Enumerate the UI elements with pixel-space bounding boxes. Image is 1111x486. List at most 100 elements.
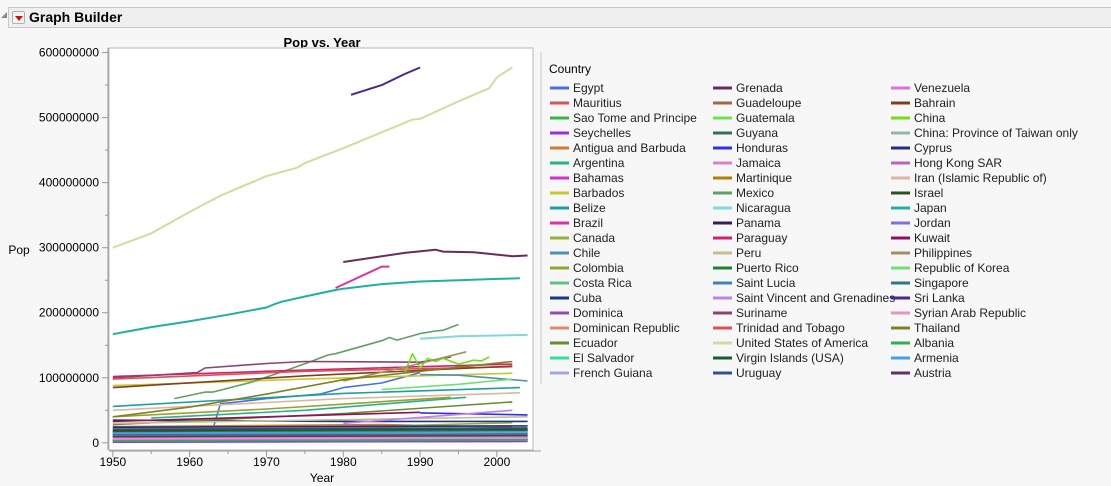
legend-item[interactable]: Honduras xyxy=(713,141,788,155)
series-line-kuwait[interactable] xyxy=(112,411,421,423)
series-line-ecuador[interactable] xyxy=(112,401,513,426)
legend-item[interactable]: Mexico xyxy=(713,186,774,200)
series-line-united-states-of-america[interactable] xyxy=(112,66,513,249)
legend-item[interactable]: Israel xyxy=(891,186,943,200)
legend-item[interactable]: Martinique xyxy=(713,171,792,185)
series-line-argentina[interactable] xyxy=(151,396,467,419)
series-line-albania[interactable] xyxy=(112,439,528,443)
legend-item[interactable]: Philippines xyxy=(891,246,972,260)
legend-item[interactable]: Puerto Rico xyxy=(713,261,799,275)
legend-item[interactable]: Paraguay xyxy=(713,231,787,245)
series-line-belize[interactable] xyxy=(112,386,520,408)
series-line-puerto-rico[interactable] xyxy=(112,429,528,434)
series-line-israel[interactable] xyxy=(112,428,528,432)
legend-item[interactable]: Dominican Republic xyxy=(550,321,680,335)
legend-item[interactable]: Iran (Islamic Republic of) xyxy=(891,171,1047,185)
legend-item[interactable]: Jordan xyxy=(891,216,951,230)
legend-item[interactable]: Belize xyxy=(550,201,606,215)
legend-item[interactable]: Guatemala xyxy=(713,111,795,125)
legend-item[interactable]: Venezuela xyxy=(891,81,970,95)
series-line-suriname[interactable] xyxy=(112,356,451,379)
series-line-grenada[interactable] xyxy=(343,248,528,263)
legend-item[interactable]: Guyana xyxy=(713,126,778,140)
legend-item[interactable]: Kuwait xyxy=(891,231,951,245)
series-line-syrian-arab-republic[interactable] xyxy=(112,437,528,440)
legend-item[interactable]: Seychelles xyxy=(550,126,631,140)
legend-item[interactable]: Armenia xyxy=(891,351,959,365)
legend-item[interactable]: Bahamas xyxy=(550,171,624,185)
x-axis-label[interactable]: Year xyxy=(310,471,334,485)
legend-item[interactable]: Grenada xyxy=(713,81,783,95)
legend-item[interactable]: Brazil xyxy=(550,216,603,230)
legend-item[interactable]: Uruguay xyxy=(713,366,781,380)
series-line-sri-lanka[interactable] xyxy=(350,66,421,96)
legend-item[interactable]: Argentina xyxy=(550,156,625,170)
series-line-colombia[interactable] xyxy=(112,396,451,418)
legend-item[interactable]: Egypt xyxy=(550,81,604,95)
legend-item[interactable]: Jamaica xyxy=(713,156,781,170)
series-line-uruguay[interactable] xyxy=(112,427,528,431)
legend-item[interactable]: Nicaragua xyxy=(713,201,791,215)
series-line-saint-vincent-and-grenadines[interactable] xyxy=(343,409,513,425)
legend-label: Grenada xyxy=(736,81,783,95)
series-line-seychelles[interactable] xyxy=(112,440,528,444)
series-line-japan[interactable] xyxy=(112,277,520,336)
legend-item[interactable]: El Salvador xyxy=(550,351,634,365)
legend-item[interactable]: China: Province of Taiwan only xyxy=(891,126,1078,140)
legend-item[interactable]: Cuba xyxy=(550,291,602,305)
legend-item[interactable]: Canada xyxy=(550,231,615,245)
outline-disclosure-icon[interactable] xyxy=(1,12,7,18)
y-tick-label: 400000000 xyxy=(39,176,99,190)
legend-item[interactable]: Chile xyxy=(550,246,601,260)
legend-item[interactable]: Trinidad and Tobago xyxy=(713,321,845,335)
series-line-singapore[interactable] xyxy=(112,433,528,436)
legend-item[interactable]: United States of America xyxy=(713,336,868,350)
legend-item[interactable]: Cyprus xyxy=(891,141,952,155)
series-line-peru[interactable] xyxy=(112,416,528,425)
legend-item[interactable]: Sao Tome and Principe xyxy=(550,111,697,125)
legend-item[interactable]: Thailand xyxy=(891,321,960,335)
legend-item[interactable]: French Guiana xyxy=(550,366,653,380)
legend-item[interactable]: Albania xyxy=(891,336,954,350)
legend-item[interactable]: Colombia xyxy=(550,261,624,275)
series-line-republic-of-korea[interactable] xyxy=(381,378,513,391)
series-line-cyprus[interactable] xyxy=(112,425,528,429)
graph-builder-outline-header xyxy=(8,7,1111,28)
legend-item[interactable]: Costa Rica xyxy=(550,276,632,290)
y-axis-label[interactable]: Pop xyxy=(8,243,30,257)
legend-label: Bahamas xyxy=(573,171,624,185)
series-line-nicaragua[interactable] xyxy=(420,333,528,340)
legend-item[interactable]: Virgin Islands (USA) xyxy=(713,351,844,365)
legend-label: El Salvador xyxy=(573,351,634,365)
legend-label: Martinique xyxy=(736,171,792,185)
legend-item[interactable]: Saint Vincent and Grenadines xyxy=(713,291,895,305)
legend-item[interactable]: Barbados xyxy=(550,186,624,200)
legend-item[interactable]: Guadeloupe xyxy=(713,96,802,110)
series-line-thailand[interactable] xyxy=(112,360,513,418)
legend-item[interactable]: Sri Lanka xyxy=(891,291,965,305)
legend-item[interactable]: Mauritius xyxy=(550,96,622,110)
legend-item[interactable]: Austria xyxy=(891,366,952,380)
legend-item[interactable]: China xyxy=(891,111,946,125)
series-line-china[interactable] xyxy=(403,352,490,374)
series-line-philippines[interactable] xyxy=(343,351,467,382)
series-line-brazil[interactable] xyxy=(335,265,390,289)
legend-item[interactable]: Panama xyxy=(713,216,781,230)
legend-item[interactable]: Peru xyxy=(713,246,761,260)
red-triangle-menu-icon[interactable] xyxy=(12,11,25,24)
legend-item[interactable]: Dominica xyxy=(550,306,623,320)
legend-item[interactable]: Suriname xyxy=(713,306,788,320)
legend-item[interactable]: Japan xyxy=(891,201,947,215)
legend-item[interactable]: Republic of Korea xyxy=(891,261,1010,275)
legend-item[interactable]: Ecuador xyxy=(550,336,618,350)
series-line-austria[interactable] xyxy=(112,434,528,438)
series-line-mexico[interactable] xyxy=(174,323,459,400)
legend-item[interactable]: Singapore xyxy=(891,276,969,290)
legend-item[interactable]: Saint Lucia xyxy=(713,276,796,290)
legend-item[interactable]: Syrian Arab Republic xyxy=(891,306,1026,320)
legend-item[interactable]: Hong Kong SAR xyxy=(891,156,1002,170)
series-line-armenia[interactable] xyxy=(112,430,528,434)
legend-item[interactable]: Bahrain xyxy=(891,96,955,110)
graph-builder-title: Graph Builder xyxy=(29,9,123,25)
legend-item[interactable]: Antigua and Barbuda xyxy=(550,141,686,155)
